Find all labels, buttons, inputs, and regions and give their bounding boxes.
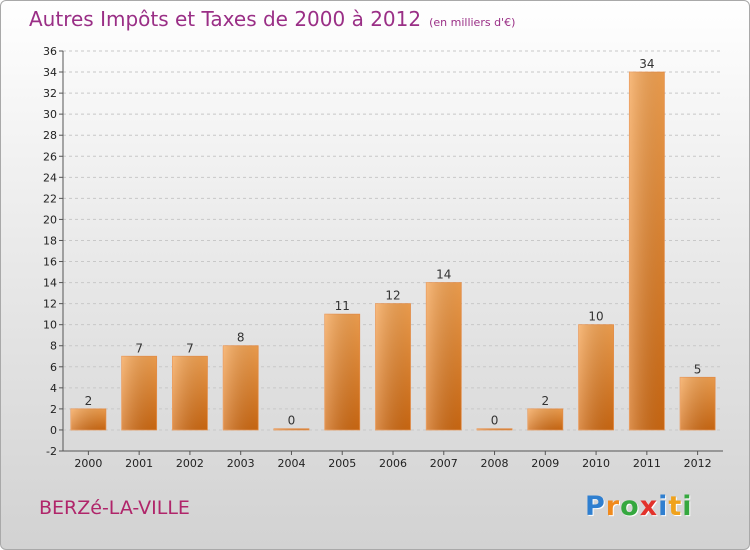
data-label: 10 xyxy=(588,310,603,324)
y-tick-label: 18 xyxy=(43,234,57,247)
x-tick-label: 2008 xyxy=(481,457,509,470)
data-label: 8 xyxy=(237,331,245,345)
labels: -202468101214161820222426283032343622000… xyxy=(43,45,712,470)
logo-letter: t xyxy=(668,491,683,522)
y-tick-label: 12 xyxy=(43,298,57,311)
y-tick-label: 0 xyxy=(50,424,57,437)
bar-shade xyxy=(70,408,106,430)
logo-letter: i xyxy=(658,491,669,522)
bar-shade xyxy=(273,428,309,430)
x-tick-label: 2003 xyxy=(227,457,255,470)
bar-shade xyxy=(121,356,157,430)
data-label: 7 xyxy=(186,341,194,355)
y-tick-label: 10 xyxy=(43,319,57,332)
data-label: 2 xyxy=(85,394,93,408)
x-tick-label: 2005 xyxy=(328,457,356,470)
logo-letter: i xyxy=(682,491,693,522)
y-tick-label: 28 xyxy=(43,129,57,142)
chart-title: Autres Impôts et Taxes de 2000 à 2012 (en… xyxy=(29,7,515,31)
y-tick-label: 34 xyxy=(43,66,57,79)
bar-shade xyxy=(426,282,462,430)
x-tick-label: 2001 xyxy=(125,457,153,470)
x-tick-label: 2004 xyxy=(277,457,305,470)
bars xyxy=(70,71,716,431)
y-tick-label: 20 xyxy=(43,213,57,226)
data-label: 2 xyxy=(541,394,549,408)
data-label: 7 xyxy=(135,341,143,355)
bar-shade xyxy=(578,324,614,430)
data-label: 0 xyxy=(491,414,499,428)
y-tick-label: 8 xyxy=(50,340,57,353)
y-tick-label: 14 xyxy=(43,277,57,290)
y-tick-label: 24 xyxy=(43,171,57,184)
y-tick-label: 36 xyxy=(43,45,57,58)
axes xyxy=(59,50,723,455)
bar-shade xyxy=(629,72,665,430)
bar-shade xyxy=(680,377,716,430)
chart-subtitle: (en milliers d'€) xyxy=(429,16,516,29)
y-tick-label: 22 xyxy=(43,192,57,205)
logo-letter: x xyxy=(639,491,659,522)
y-tick-label: -2 xyxy=(46,445,57,458)
y-tick-label: 30 xyxy=(43,108,57,121)
logo-letter: r xyxy=(605,491,621,522)
bar-shade xyxy=(375,303,411,430)
x-tick-label: 2009 xyxy=(531,457,559,470)
logo-letter: P xyxy=(585,491,606,522)
bar-shade xyxy=(527,408,563,430)
x-tick-label: 2011 xyxy=(633,457,661,470)
logo-letter: o xyxy=(620,491,640,522)
bar-shade xyxy=(172,356,208,430)
x-tick-label: 2002 xyxy=(176,457,204,470)
y-tick-label: 4 xyxy=(50,382,57,395)
bar-shade xyxy=(324,314,360,430)
y-tick-label: 6 xyxy=(50,361,57,374)
data-label: 14 xyxy=(436,268,451,282)
x-tick-label: 2012 xyxy=(684,457,712,470)
x-tick-label: 2007 xyxy=(430,457,458,470)
y-tick-label: 32 xyxy=(43,87,57,100)
chart-title-text: Autres Impôts et Taxes de 2000 à 2012 xyxy=(29,7,422,31)
bar-shade xyxy=(477,428,513,430)
x-tick-label: 2010 xyxy=(582,457,610,470)
y-tick-label: 2 xyxy=(50,403,57,416)
bar-shade xyxy=(223,345,259,430)
y-tick-label: 26 xyxy=(43,150,57,163)
y-tick-label: 16 xyxy=(43,256,57,269)
data-label: 12 xyxy=(385,289,400,303)
x-tick-label: 2000 xyxy=(74,457,102,470)
data-label: 5 xyxy=(694,362,702,376)
data-label: 0 xyxy=(288,414,296,428)
x-tick-label: 2006 xyxy=(379,457,407,470)
commune-name: BERZé-LA-VILLE xyxy=(39,497,190,519)
proxiti-logo: Proxiti xyxy=(585,491,693,522)
data-label: 11 xyxy=(335,299,350,313)
data-label: 34 xyxy=(639,57,654,71)
